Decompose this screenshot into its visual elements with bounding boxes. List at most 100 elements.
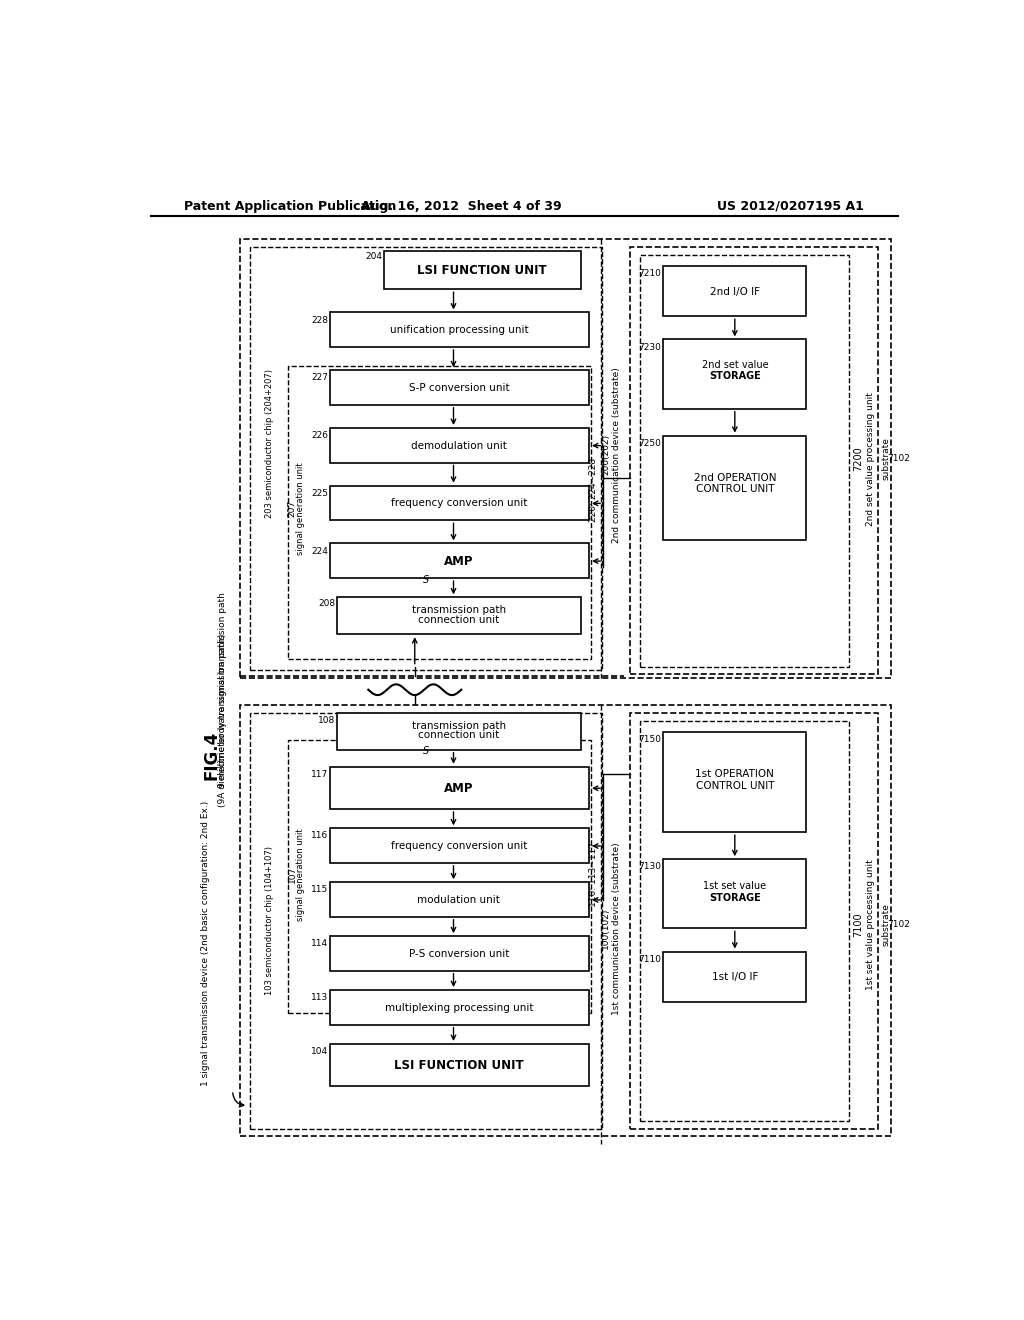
Text: 1 signal transmission device (2nd basic configuration: 2nd Ex.): 1 signal transmission device (2nd basic …: [201, 801, 210, 1086]
Text: FIG.4: FIG.4: [203, 730, 221, 780]
Text: multiplexing processing unit: multiplexing processing unit: [385, 1003, 534, 1012]
Text: 220: 224∼228: 220: 224∼228: [589, 458, 598, 521]
Text: LSI FUNCTION UNIT: LSI FUNCTION UNIT: [394, 1059, 523, 1072]
Text: signal generation unit: signal generation unit: [296, 828, 304, 921]
Text: 2nd set value processing unit: 2nd set value processing unit: [866, 392, 874, 525]
Text: 200(202): 200(202): [601, 434, 610, 475]
Text: S: S: [423, 746, 429, 756]
Text: 7130: 7130: [638, 862, 662, 871]
Text: Aug. 16, 2012  Sheet 4 of 39: Aug. 16, 2012 Sheet 4 of 39: [360, 199, 561, 213]
Text: STORAGE: STORAGE: [709, 892, 761, 903]
Text: 7102: 7102: [887, 454, 909, 463]
Text: 7150: 7150: [638, 735, 662, 744]
Text: unification processing unit: unification processing unit: [389, 325, 528, 335]
Bar: [640, 721, 849, 1121]
Bar: [663, 267, 806, 317]
Text: US 2012/0207195 A1: US 2012/0207195 A1: [717, 199, 864, 213]
Bar: [630, 713, 879, 1129]
Text: 117: 117: [310, 770, 328, 779]
Text: substrate: substrate: [882, 437, 891, 480]
Text: 113: 113: [310, 993, 328, 1002]
Text: Patent Application Publication: Patent Application Publication: [183, 199, 396, 213]
Text: AMP: AMP: [444, 554, 474, 568]
Text: 7210: 7210: [638, 269, 662, 279]
Text: CONTROL UNIT: CONTROL UNIT: [695, 781, 774, 791]
Text: S: S: [423, 576, 429, 585]
Text: 115: 115: [310, 886, 328, 895]
Text: CONTROL UNIT: CONTROL UNIT: [695, 484, 774, 495]
Bar: [250, 247, 602, 671]
Bar: [330, 544, 589, 578]
Bar: [241, 705, 891, 1137]
Text: 208: 208: [318, 599, 336, 609]
Text: 110: 113∼117: 110: 113∼117: [589, 842, 598, 907]
Bar: [241, 239, 891, 678]
Bar: [663, 436, 806, 540]
Bar: [663, 733, 806, 832]
Bar: [250, 713, 602, 1129]
Text: modulation unit: modulation unit: [418, 895, 501, 906]
Bar: [289, 739, 591, 1014]
Text: S-P conversion unit: S-P conversion unit: [409, 383, 509, 393]
Text: 2nd communication device (substrate): 2nd communication device (substrate): [611, 367, 621, 543]
Text: connection unit: connection unit: [418, 730, 500, 741]
Text: 1st set value: 1st set value: [703, 880, 766, 891]
Text: 2nd OPERATION: 2nd OPERATION: [693, 473, 776, 483]
Text: 7100: 7100: [853, 912, 863, 937]
Bar: [330, 1044, 589, 1086]
Text: 2nd I/O IF: 2nd I/O IF: [710, 286, 760, 297]
Bar: [330, 767, 589, 809]
Text: transmission path: transmission path: [412, 606, 506, 615]
Text: P-S conversion unit: P-S conversion unit: [409, 949, 509, 958]
Text: 114: 114: [311, 940, 328, 948]
Text: 1st OPERATION: 1st OPERATION: [695, 770, 774, 779]
Text: 1st communication device (substrate): 1st communication device (substrate): [611, 842, 621, 1015]
Bar: [640, 255, 849, 667]
Text: 108: 108: [318, 715, 336, 725]
Text: 100(102): 100(102): [601, 908, 610, 949]
Text: 225: 225: [311, 488, 328, 498]
Bar: [330, 486, 589, 520]
Text: transmission path: transmission path: [412, 721, 506, 731]
Text: 7102: 7102: [887, 920, 909, 929]
Text: 104: 104: [311, 1047, 328, 1056]
Text: 9 millimeter wave signal transmission path: 9 millimeter wave signal transmission pa…: [218, 591, 227, 788]
Bar: [330, 428, 589, 462]
Bar: [630, 247, 879, 675]
Text: (9A dielectric body transmission path): (9A dielectric body transmission path): [218, 634, 227, 808]
Text: substrate: substrate: [882, 903, 891, 946]
Bar: [289, 367, 591, 659]
Bar: [330, 990, 589, 1024]
Text: 116: 116: [310, 832, 328, 841]
Bar: [330, 370, 589, 405]
Bar: [330, 936, 589, 970]
Bar: [330, 829, 589, 863]
Bar: [330, 882, 589, 917]
Text: 227: 227: [311, 374, 328, 383]
Text: 226: 226: [311, 432, 328, 440]
Text: 228: 228: [311, 315, 328, 325]
Text: 7200: 7200: [853, 446, 863, 471]
Bar: [337, 597, 582, 635]
Text: 1st I/O IF: 1st I/O IF: [712, 972, 758, 982]
Text: demodulation unit: demodulation unit: [411, 441, 507, 450]
Bar: [384, 251, 582, 289]
Text: 2nd set value: 2nd set value: [701, 360, 768, 370]
Text: 7250: 7250: [638, 438, 662, 447]
Text: AMP: AMP: [444, 781, 474, 795]
Text: 7230: 7230: [638, 343, 662, 351]
Text: 1st set value processing unit: 1st set value processing unit: [866, 859, 874, 990]
Text: frequency conversion unit: frequency conversion unit: [391, 499, 527, 508]
Text: 224: 224: [311, 546, 328, 556]
Bar: [663, 339, 806, 409]
Text: frequency conversion unit: frequency conversion unit: [391, 841, 527, 851]
Text: 207: 207: [288, 500, 297, 517]
Text: 107: 107: [288, 866, 297, 883]
Text: signal generation unit: signal generation unit: [296, 462, 304, 556]
Text: 7110: 7110: [638, 954, 662, 964]
Bar: [330, 313, 589, 347]
Text: connection unit: connection unit: [418, 615, 500, 624]
Text: 203 semiconductor chip (204+207): 203 semiconductor chip (204+207): [265, 368, 274, 517]
Text: 103 semiconductor chip (104+107): 103 semiconductor chip (104+107): [265, 846, 274, 995]
Bar: [337, 713, 582, 750]
